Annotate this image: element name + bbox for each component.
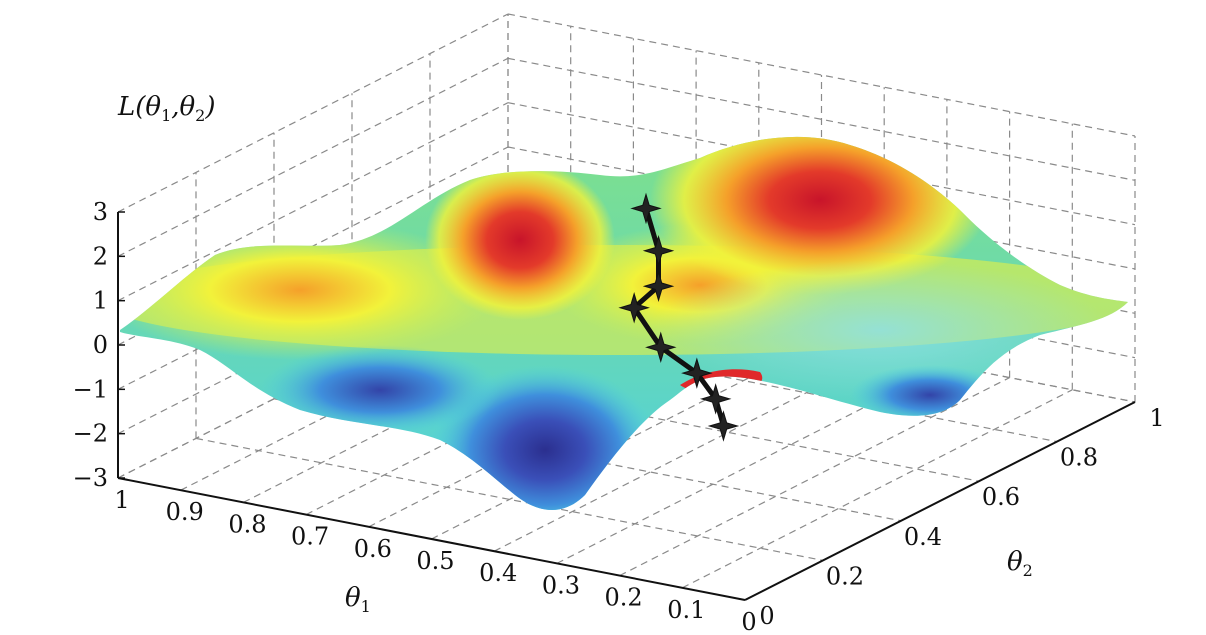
descent-point: [630, 192, 662, 225]
grid-line: [507, 102, 1136, 226]
grid-line: [117, 13, 509, 213]
x-axis-title: θ1: [345, 583, 371, 616]
z-tick-label: −3: [73, 464, 108, 492]
grid-line: [429, 319, 1058, 443]
descent-point: [699, 383, 732, 415]
y-tick-label: 0.8: [1060, 444, 1098, 472]
z-tick-label: −1: [73, 375, 108, 403]
descent-point: [642, 235, 675, 267]
grid-line: [507, 146, 1136, 270]
y-axis-title: θ2: [1007, 547, 1033, 580]
y-tick-label: 0.2: [826, 562, 864, 590]
z-tick-label: 2: [93, 242, 108, 270]
descent-point: [681, 357, 713, 389]
descent-point: [644, 331, 677, 364]
descent-point: [642, 270, 675, 303]
grid-line: [507, 279, 1136, 403]
grid-line: [619, 377, 1010, 577]
y-tick-label: 1: [1149, 404, 1164, 432]
y-tick-labels: 0 0.2 0.4 0.6 0.8 1: [759, 404, 1164, 630]
z-tick-label: 3: [93, 198, 108, 226]
grid-line: [117, 102, 509, 302]
loss-surface: [120, 136, 1128, 510]
x-tick-label: 0.1: [667, 596, 705, 624]
z-axis-title: L(θ1,θ2): [117, 92, 216, 125]
y-tick-label: 0.4: [904, 523, 942, 551]
x-tick-label: 0.3: [542, 571, 580, 599]
x-tick-label: 0.2: [605, 584, 643, 612]
grid-line: [351, 358, 980, 482]
z-tick-label: −2: [73, 420, 108, 448]
x-tick-label: 0.6: [354, 535, 392, 563]
x-tick-label: 0.7: [291, 523, 329, 551]
x-tick-label: 0.8: [228, 510, 266, 538]
x-tick-label: 1: [114, 486, 129, 514]
grid-line: [117, 57, 509, 257]
y-tick-label: 0.6: [982, 483, 1020, 511]
gradient-descent-path: [618, 192, 740, 442]
grid-line: [273, 398, 902, 522]
x-tick-labels: 1 0.9 0.8 0.7 0.6 0.5 0.4 0.3 0.2 0.1 0: [114, 486, 756, 635]
z-tick-label: 0: [93, 331, 108, 359]
grid-line: [195, 437, 824, 561]
z-tick-label: 1: [93, 287, 108, 315]
x-tick-label: 0: [741, 608, 756, 635]
descent-point: [618, 291, 650, 324]
y-tick-label: 0: [759, 602, 774, 630]
z-tick-labels: 3 2 1 0 −1 −2 −3: [73, 198, 125, 492]
grid-line: [507, 13, 1136, 137]
x-tick-label: 0.4: [479, 559, 517, 587]
grid-line: [682, 389, 1073, 589]
grid-line: [507, 57, 1136, 181]
descent-point: [707, 410, 740, 442]
x-tick-label: 0.5: [416, 547, 454, 575]
x-tick-label: 0.9: [166, 498, 204, 526]
